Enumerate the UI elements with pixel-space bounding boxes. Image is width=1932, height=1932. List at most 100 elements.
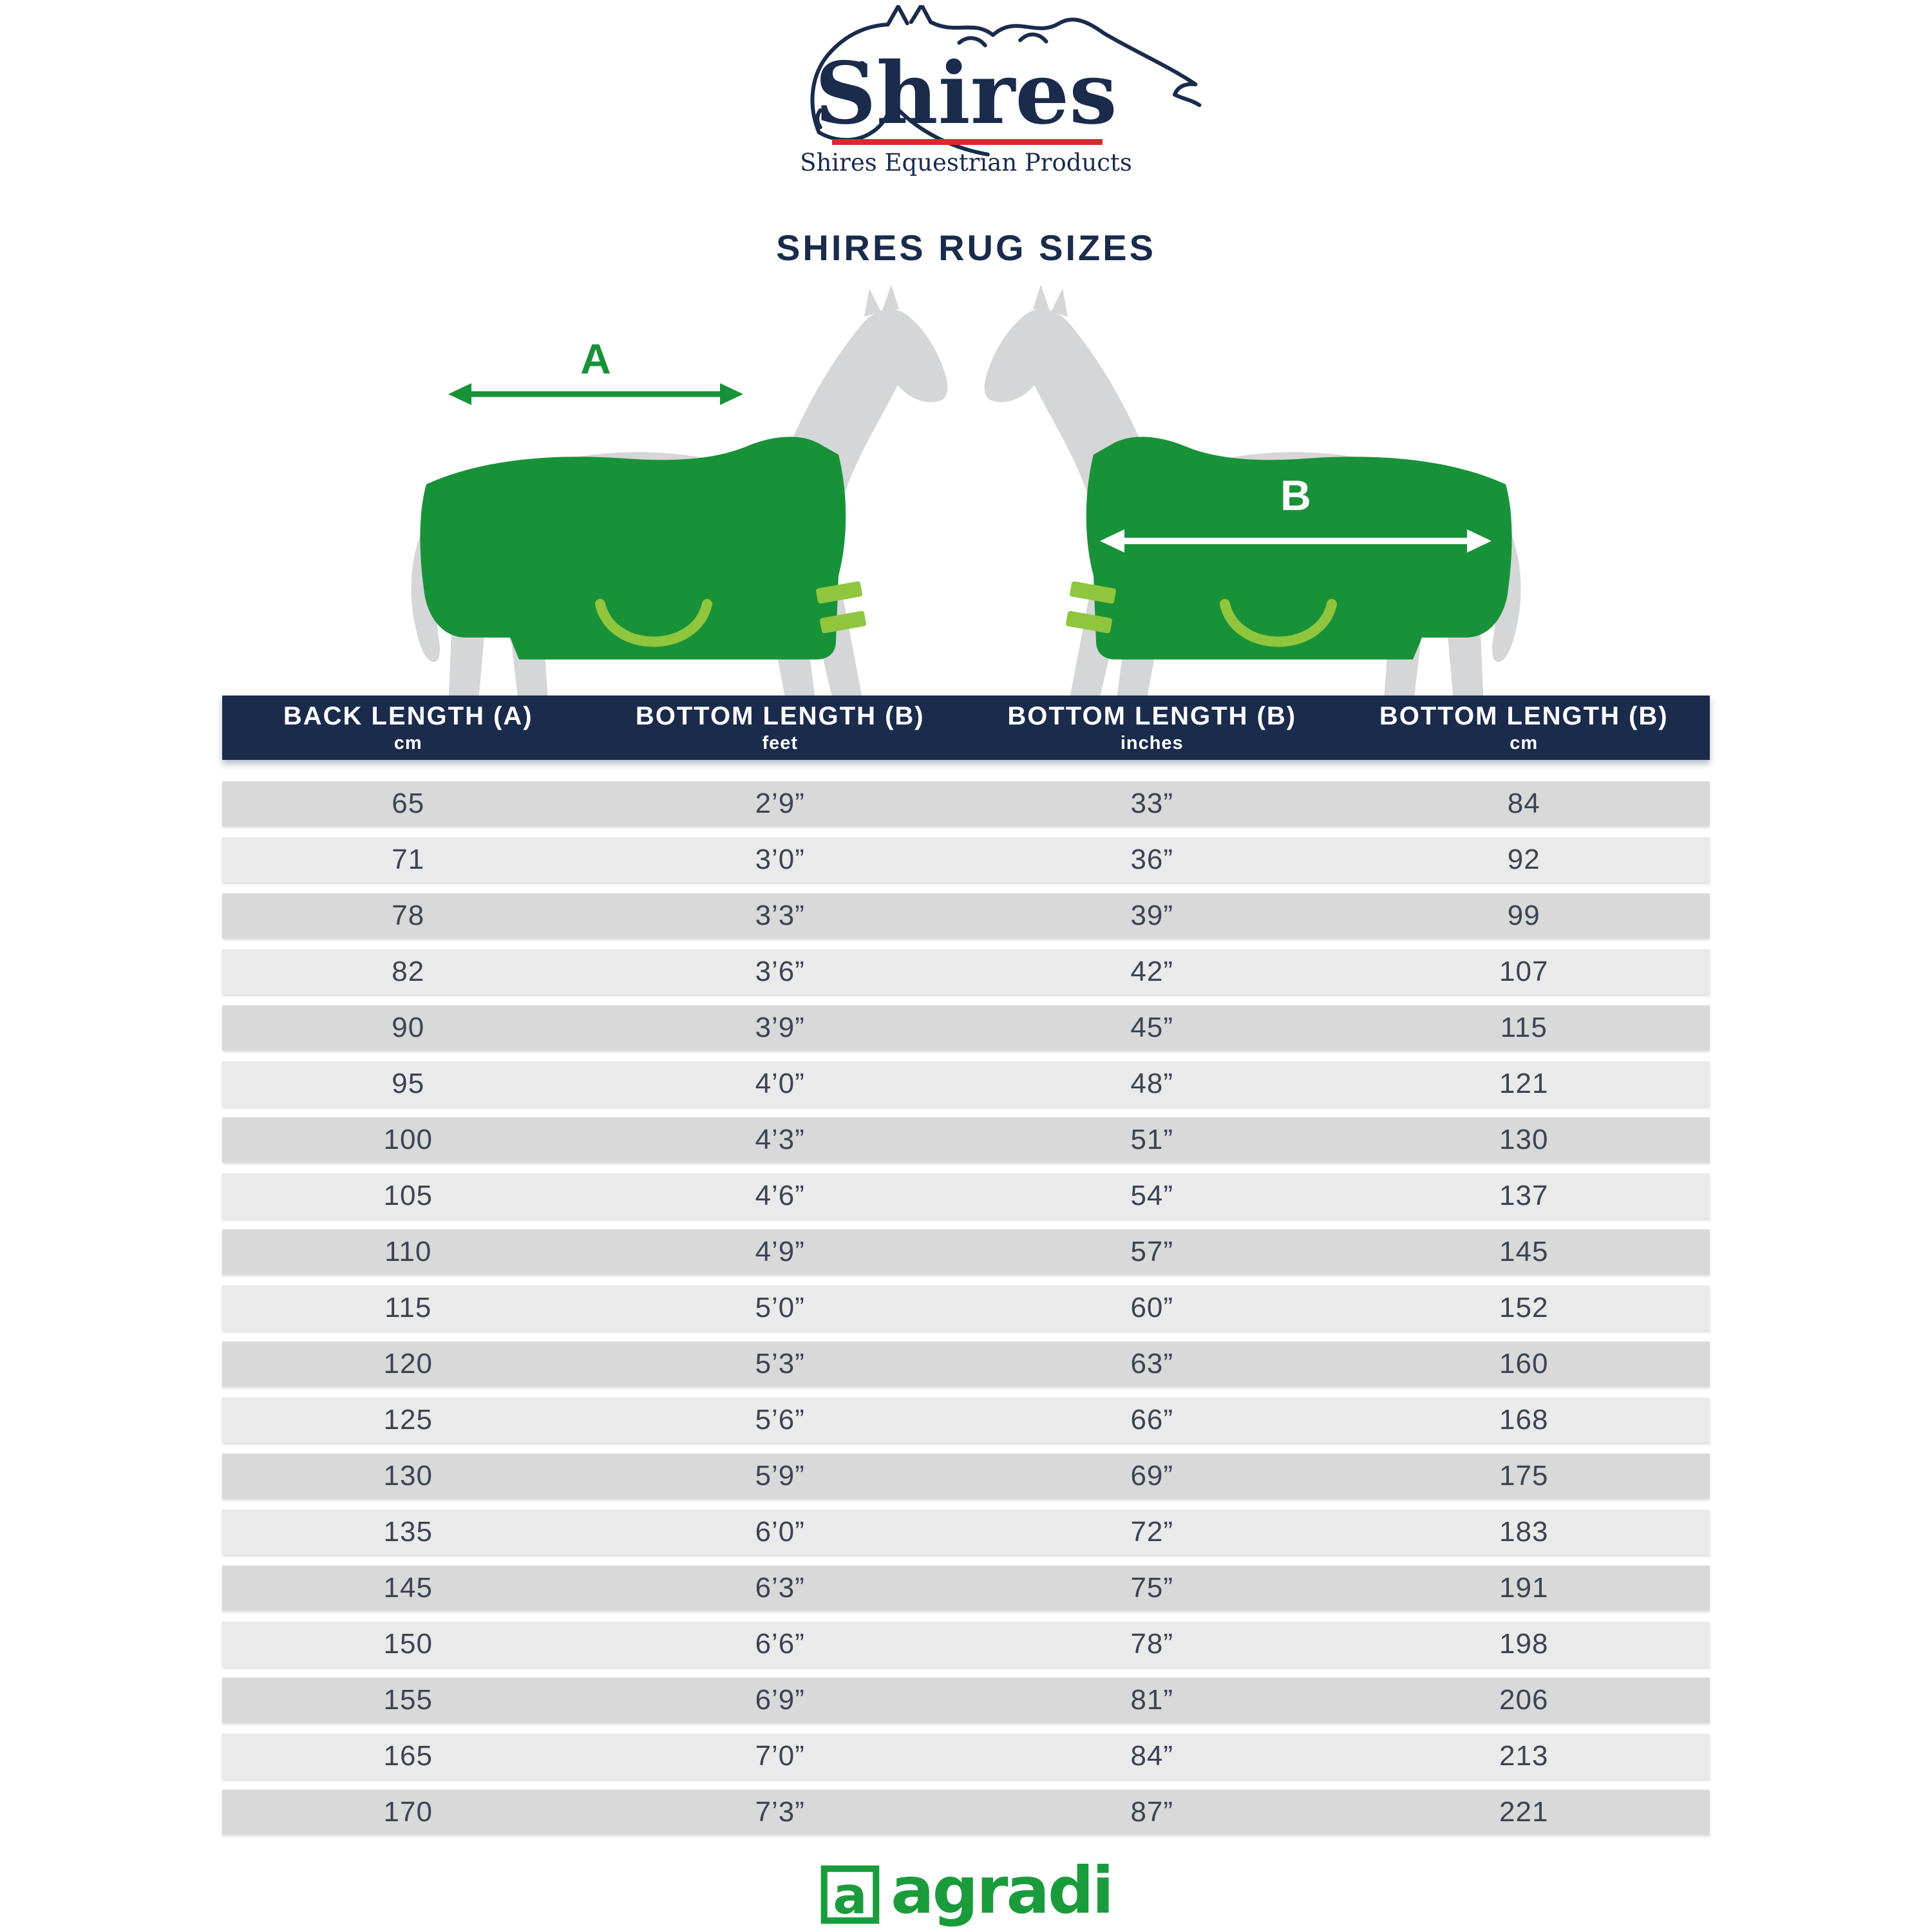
table-cell: 137 <box>1499 1180 1549 1211</box>
brand-wordmark: Shires <box>815 44 1117 144</box>
table-cell: 115 <box>1500 1012 1548 1043</box>
header-cell-bottom-length-cm: BOTTOM LENGTH (B) cm <box>1338 701 1710 754</box>
table-row: 155 6’9” 81” 206 <box>222 1678 1710 1723</box>
table-cell: 4’0” <box>755 1068 805 1099</box>
table-row: 95 4’0” 48” 121 <box>222 1061 1710 1106</box>
table-cell: 3’6” <box>755 956 805 987</box>
table-cell: 105 <box>383 1180 433 1211</box>
table-row: 130 5’9” 69” 175 <box>222 1454 1710 1499</box>
table-cell: 71 <box>392 844 425 875</box>
table-cell: 78 <box>392 900 425 931</box>
table-cell: 130 <box>383 1460 433 1492</box>
table-cell: 135 <box>383 1516 433 1548</box>
table-cell: 6’0” <box>755 1516 805 1548</box>
table-cell: 6’6” <box>755 1628 805 1660</box>
size-table-body: 65 2’9” 33” 84 71 3’0” 36” 92 78 3’3” 39” 99 82 3’6” 4… <box>222 781 1710 1835</box>
table-cell: 152 <box>1499 1292 1549 1323</box>
header-label: BOTTOM LENGTH (B) <box>1379 701 1669 730</box>
table-row: 65 2’9” 33” 84 <box>222 781 1710 826</box>
table-row: 125 5’6” 66” 168 <box>222 1397 1710 1443</box>
table-cell: 5’9” <box>755 1460 805 1492</box>
table-cell: 66” <box>1130 1404 1174 1435</box>
table-row: 115 5’0” 60” 152 <box>222 1285 1710 1331</box>
table-cell: 130 <box>1499 1124 1549 1155</box>
table-cell: 170 <box>383 1796 433 1828</box>
size-table-header: BACK LENGTH (A) cm BOTTOM LENGTH (B) fee… <box>222 696 1710 760</box>
table-cell: 7’0” <box>755 1740 805 1772</box>
table-cell: 3’9” <box>755 1012 805 1043</box>
measure-arrow-b <box>1100 529 1492 553</box>
table-cell: 60” <box>1130 1292 1174 1323</box>
measure-label-b: B <box>1280 471 1311 519</box>
table-cell: 121 <box>1499 1068 1549 1099</box>
table-cell: 7’3” <box>755 1796 805 1828</box>
table-cell: 115 <box>384 1292 432 1323</box>
table-cell: 92 <box>1507 844 1540 875</box>
agradi-icon-letter: a <box>833 1866 867 1925</box>
agradi-logo: a agradi <box>0 1853 1932 1928</box>
table-cell: 95 <box>392 1068 425 1099</box>
header-unit: feet <box>762 732 799 753</box>
table-cell: 213 <box>1499 1740 1549 1772</box>
table-cell: 4’6” <box>755 1180 805 1211</box>
header-cell-back-length-cm: BACK LENGTH (A) cm <box>222 701 594 754</box>
table-row: 78 3’3” 39” 99 <box>222 893 1710 938</box>
table-cell: 36” <box>1130 844 1174 875</box>
agradi-wordmark: agradi <box>891 1853 1114 1928</box>
table-cell: 72” <box>1130 1516 1174 1548</box>
measure-arrow-a <box>448 383 743 405</box>
table-cell: 54” <box>1130 1180 1174 1211</box>
table-cell: 175 <box>1499 1460 1549 1492</box>
table-cell: 4’3” <box>755 1124 805 1155</box>
table-cell: 107 <box>1499 956 1549 987</box>
table-row: 82 3’6” 42” 107 <box>222 949 1710 994</box>
table-cell: 168 <box>1499 1404 1549 1435</box>
header-cell-bottom-length-feet: BOTTOM LENGTH (B) feet <box>594 701 967 754</box>
table-cell: 183 <box>1499 1516 1549 1548</box>
table-cell: 45” <box>1130 1012 1174 1043</box>
table-cell: 6’9” <box>755 1684 805 1716</box>
table-cell: 125 <box>383 1404 433 1435</box>
table-cell: 2’9” <box>755 788 805 819</box>
brand-tagline: Shires Equestrian Products <box>800 149 1132 176</box>
header-label: BOTTOM LENGTH (B) <box>635 701 925 730</box>
table-cell: 221 <box>1499 1796 1549 1828</box>
table-row: 165 7’0” 84” 213 <box>222 1734 1710 1779</box>
table-row: 90 3’9” 45” 115 <box>222 1005 1710 1050</box>
table-cell: 69” <box>1130 1460 1174 1492</box>
table-cell: 120 <box>383 1348 433 1379</box>
red-divider <box>832 139 1103 145</box>
horse-eye-dot <box>858 61 866 69</box>
table-row: 145 6’3” 75” 191 <box>222 1566 1710 1611</box>
horse-diagram-row: A B <box>386 283 1546 708</box>
horse-line-art-logo <box>810 5 1202 156</box>
table-cell: 87” <box>1130 1796 1174 1828</box>
table-cell: 63” <box>1130 1348 1174 1379</box>
size-table: BACK LENGTH (A) cm BOTTOM LENGTH (B) fee… <box>222 696 1710 1846</box>
table-cell: 39” <box>1130 900 1174 931</box>
table-cell: 100 <box>383 1124 433 1155</box>
header-cell-bottom-length-inches: BOTTOM LENGTH (B) inches <box>966 701 1338 754</box>
table-cell: 65 <box>392 788 425 819</box>
table-cell: 165 <box>383 1740 433 1772</box>
table-cell: 198 <box>1499 1628 1549 1660</box>
table-row: 120 5’3” 63” 160 <box>222 1341 1710 1387</box>
table-cell: 5’3” <box>755 1348 805 1379</box>
horse-diagram-right: B <box>979 283 1546 708</box>
table-cell: 6’3” <box>755 1572 805 1604</box>
table-cell: 33” <box>1130 788 1174 819</box>
table-cell: 110 <box>384 1236 432 1267</box>
table-cell: 51” <box>1130 1124 1174 1155</box>
horse-diagram-left: A <box>386 283 953 708</box>
horse-line-art-strokes <box>810 5 1202 156</box>
table-cell: 191 <box>1499 1572 1549 1604</box>
table-cell: 145 <box>383 1572 433 1604</box>
table-cell: 78” <box>1130 1628 1174 1660</box>
table-cell: 82 <box>392 956 425 987</box>
header-unit: cm <box>393 732 422 753</box>
table-cell: 42” <box>1130 956 1174 987</box>
table-row: 135 6’0” 72” 183 <box>222 1510 1710 1555</box>
table-cell: 75” <box>1130 1572 1174 1604</box>
table-cell: 57” <box>1130 1236 1174 1267</box>
table-cell: 4’9” <box>755 1236 805 1267</box>
